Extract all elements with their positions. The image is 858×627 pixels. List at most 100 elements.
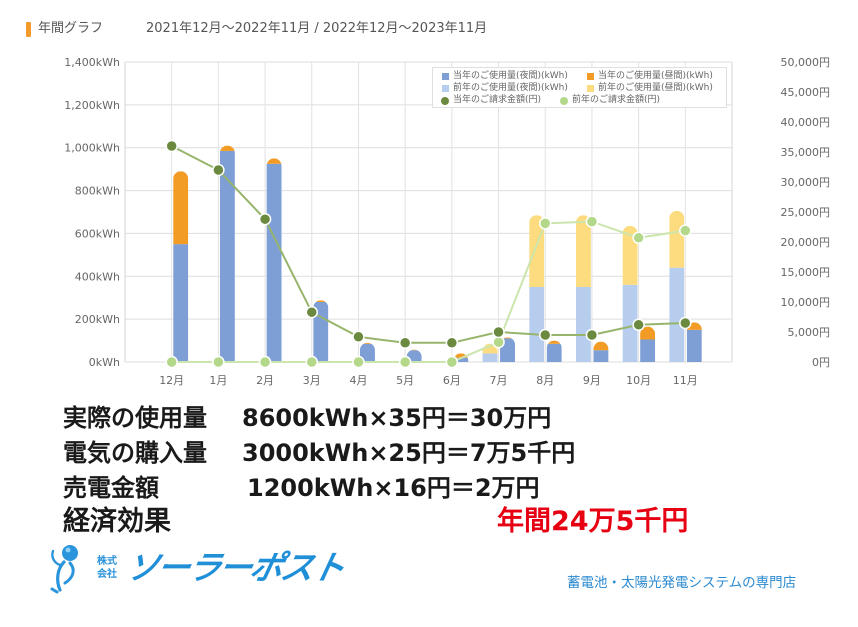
previous-bill-point [165,355,178,369]
bar-current-night [453,357,469,362]
previous-bill-point [352,355,365,369]
bar-current-day [593,341,609,351]
bar-current-day [266,158,282,164]
legend-swatch [442,85,449,92]
previous-bill-point [585,215,599,228]
previous-bill-point [632,231,645,245]
current-bill-point [305,305,319,319]
y-left-tick-label: 400kWh [75,270,120,283]
economic-effect-value: 年間24万5千円 [497,506,689,537]
legend-swatch [442,73,449,80]
previous-bill-point [679,224,692,237]
previous-bill-point [212,355,225,369]
company-name: ソーラーポスト [122,548,348,587]
y-left-tick-label: 1,400kWh [64,56,120,69]
bill-lines [165,139,692,369]
current-bill-point [492,325,505,339]
bar-current-night [640,339,656,362]
legend-item-previous-day: 前年のご使用量(昼間)(kWh) [587,83,713,94]
legend-item-previous-night: 前年のご使用量(夜間)(kWh) [442,83,568,94]
x-tick-label: 4月 [349,374,367,387]
legend-item-current-day: 当年のご使用量(昼間)(kWh) [587,71,713,82]
bar-current-night [686,329,702,362]
y-left-tick-label: 1,000kWh [64,142,120,155]
previous-bill-point [258,355,272,369]
legend-swatch [587,85,594,92]
bars [173,145,702,362]
summary-formula-sold: 1200kWh×16円＝2万円 [247,474,540,502]
current-bill-point [632,318,645,332]
annual-usage-chart: 0kWh 200kWh 400kWh 600kWh 800kWh 1,000kWh 1,20… [64,56,830,387]
legend-label: 当年のご使用量(夜間)(kWh) [453,71,568,81]
legend-item-current-night: 当年のご使用量(夜間)(kWh) [442,71,568,82]
y-right-tick-label: 30,000円 [781,176,831,189]
bar-current-day [406,349,422,351]
previous-bill-point [538,217,552,230]
y-left-tick-label: 1,200kWh [64,99,120,112]
chart-title: 年間グラフ [38,21,104,36]
bar-current-night [313,302,329,362]
y-left-tick-label: 600kWh [75,227,120,240]
bar-previous-night [482,353,498,362]
economic-effect-label: 経済効果 [63,506,171,537]
company-tagline: 蓄電池・太陽光発電システムの専門店 [567,575,797,591]
summary-formula-actual-usage: 8600kWh×35円＝30万円 [242,404,552,432]
bar-current-day [500,337,516,339]
current-bill-point [585,328,599,342]
summary-label-sold: 売電金額 [63,474,159,502]
x-tick-label: 12月 [159,374,184,387]
x-tick-label: 3月 [303,374,321,387]
bar-current-day [640,326,656,340]
bar-current-night [266,163,282,362]
y-right-tick-label: 35,000円 [781,146,831,159]
gridlines [124,61,733,363]
y-right-tick-label: 40,000円 [781,116,831,129]
y-right-tick-label: 50,000円 [781,56,831,69]
legend-item-current-bill: 当年のご請求金額(円) [441,95,541,106]
y-right-tick-label: 45,000円 [781,86,831,99]
previous-bill-point [305,355,319,369]
current-bill-point [258,212,272,226]
x-tick-label: 9月 [583,374,601,387]
x-tick-label: 10月 [626,374,651,387]
legend-label: 前年のご使用量(夜間)(kWh) [453,83,568,93]
bar-current-day [453,353,469,358]
legend-label: 前年のご使用量(昼間)(kWh) [598,83,713,93]
bar-previous-day [482,343,498,354]
x-tick-label: 2月 [256,374,274,387]
y-right-tick-label: 15,000円 [781,266,831,279]
bar-previous-day [669,210,685,268]
x-tick-label: 1月 [209,374,227,387]
bar-current-night [593,350,609,362]
previous-bill-line [171,220,686,363]
x-tick-label: 6月 [443,374,461,387]
x-tick-label: 8月 [536,374,554,387]
current-bill-point [352,330,365,344]
logo-prefix-bottom: 会社 [97,569,117,580]
summary-label-actual-usage: 実際の使用量 [63,404,207,432]
y-right-tick-label: 0円 [812,356,830,369]
y-right-tick-label: 25,000円 [781,206,831,219]
y-left-tick-label: 200kWh [75,313,120,326]
legend-item-previous-bill: 前年のご請求金額(円) [560,95,660,106]
x-tick-label: 5月 [396,374,414,387]
chart-period: 2021年12月～2022年11月 / 2022年12月～2023年11月 [146,21,488,36]
chart-legend: 当年のご使用量(夜間)(kWh) 当年のご使用量(昼間)(kWh) 前年のご使用… [432,67,727,108]
legend-label: 当年のご使用量(昼間)(kWh) [598,71,713,81]
previous-bill-point [398,355,412,369]
bar-previous-night [575,287,591,362]
y-left-tick-label: 800kWh [75,185,120,198]
bar-previous-night [622,284,638,362]
current-bill-point [538,328,552,342]
axes: 0kWh 200kWh 400kWh 600kWh 800kWh 1,000kWh 1,20… [64,56,830,387]
summary-label-purchased: 電気の購入量 [63,439,207,467]
bar-current-day [313,300,329,302]
previous-bill-point [492,335,505,349]
bar-current-day [546,340,562,344]
bar-current-day [173,171,189,245]
bar-current-night [406,350,422,362]
golfer-logo-icon [50,545,78,594]
current-bill-point [445,336,459,350]
y-right-tick-label: 10,000円 [781,296,831,309]
legend-label: 当年のご請求金額(円) [453,95,542,105]
